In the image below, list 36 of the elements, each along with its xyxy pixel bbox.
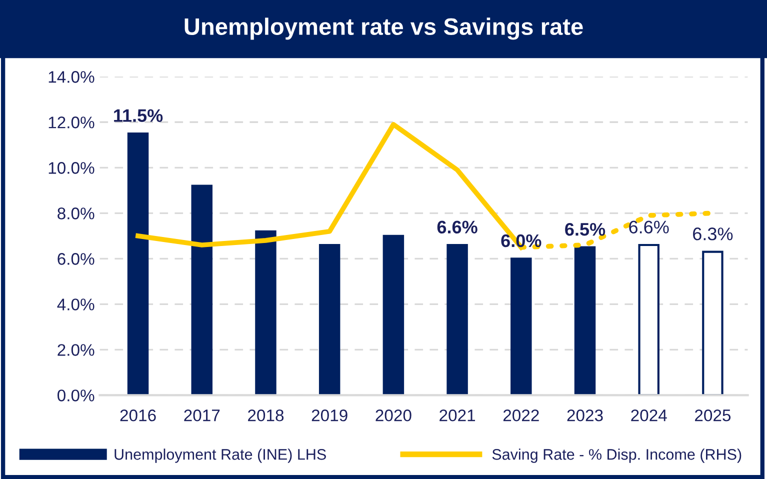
bar [446,244,468,396]
x-tick-label: 2019 [312,410,348,422]
y-tick-label: 2.0% [58,344,94,356]
bar [574,246,596,396]
y-tick-label: 0.0% [58,390,94,402]
x-tick-label: 2024 [631,410,667,422]
bar [382,234,404,396]
x-tick-label: 2022 [503,410,539,422]
data-label: 11.5% [114,109,163,122]
data-label: 6.3% [693,228,733,240]
x-tick-label: 2025 [695,410,731,422]
data-label: 6.5% [565,222,606,236]
bar [510,258,532,396]
y-tick-label: 6.0% [58,253,94,265]
x-tick-label: 2021 [440,410,476,422]
bar [255,230,276,396]
chart-title: Unemployment rate vs Savings rate [184,18,583,40]
x-tick-label: 2017 [184,410,220,422]
y-tick-label: 4.0% [57,298,94,310]
x-tick-label: 2018 [248,410,284,422]
bar [638,244,660,396]
y-tick-label: 12.0% [48,116,94,128]
data-label: 6.6% [437,220,478,234]
bar [127,132,149,396]
bar [318,244,340,396]
y-tick-label: 8.0% [58,208,94,220]
data-label: 6.6% [629,220,669,234]
y-tick-label: 14.0% [48,71,94,83]
y-tick-label: 10.0% [48,162,94,174]
bar [191,184,212,396]
x-tick-label: 2016 [120,410,156,422]
legend-label: Unemployment Rate (INE) LHS [114,448,326,463]
legend-label: Saving Rate - % Disp. Income (RHS) [492,448,742,463]
x-tick-label: 2020 [376,410,412,422]
bar [702,250,724,396]
x-tick-label: 2023 [567,410,603,422]
